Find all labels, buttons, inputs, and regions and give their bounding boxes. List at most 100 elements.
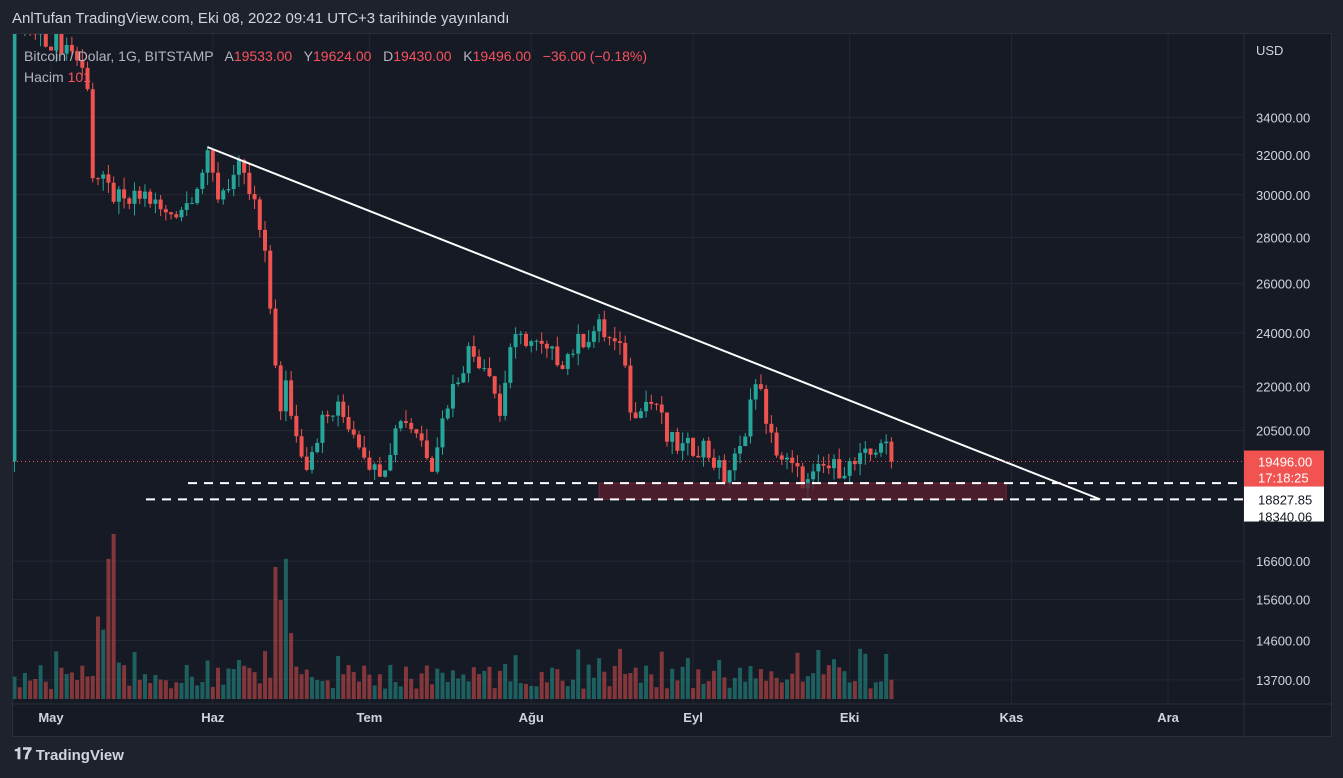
candle-body <box>842 475 847 479</box>
candle-body <box>529 341 534 346</box>
volume-bar <box>571 679 575 699</box>
candle-body <box>195 188 200 204</box>
candle-body <box>75 51 80 61</box>
candle-body <box>273 308 278 366</box>
candle-body <box>252 194 257 200</box>
volume-bar <box>456 678 461 699</box>
volume-bar <box>409 678 414 699</box>
y-tick-label: 26000.00 <box>1256 276 1310 291</box>
volume-bar <box>148 683 153 699</box>
candle-body <box>388 454 393 471</box>
volume-bar <box>753 678 758 699</box>
candle-body <box>210 150 215 173</box>
candle-body <box>795 463 800 467</box>
volume-bar <box>122 665 127 699</box>
volume-bar <box>680 666 685 699</box>
candle-body <box>649 401 654 404</box>
candle-body <box>800 466 805 489</box>
candle-body <box>738 446 743 454</box>
volume-bar <box>64 674 69 699</box>
symbol-name[interactable]: Bitcoin / Dolar, 1G, BITSTAMP <box>24 48 214 64</box>
volume-bar <box>95 616 100 699</box>
candle-body <box>116 189 121 202</box>
candle-body <box>419 433 424 441</box>
candle-body <box>638 411 643 419</box>
candle-body <box>450 383 455 409</box>
volume-bar <box>367 674 372 699</box>
publish-header: AnlTufan TradingView.com, Eki 08, 2022 0… <box>12 10 510 27</box>
volume-bar <box>158 679 163 699</box>
volume-bar <box>748 666 753 699</box>
volume-bar <box>210 687 215 699</box>
tradingview-logo[interactable]: 𝟏𝟕 TradingView <box>14 746 124 764</box>
candle-body <box>216 172 221 200</box>
volume-bar <box>466 681 471 699</box>
volume-bar <box>696 669 701 699</box>
volume-bar <box>779 682 784 699</box>
candle-body <box>758 384 763 389</box>
volume-bar <box>529 685 534 699</box>
price-chart[interactable]: USD 34000.00 32000.00 30000.00 28000.00 26000… <box>13 34 1333 738</box>
volume-bar <box>774 677 779 699</box>
volume-bar <box>560 680 565 699</box>
volume-bar <box>179 682 184 699</box>
volume-bar <box>659 651 664 699</box>
candle-body <box>821 463 826 466</box>
candle-body <box>409 422 414 430</box>
volume-bar <box>868 688 873 699</box>
volume-bar <box>49 689 53 699</box>
candle-body <box>184 203 189 210</box>
candle-body <box>299 436 304 457</box>
y-tick-label: 22000.00 <box>1256 380 1310 395</box>
volume-bar <box>878 681 883 699</box>
volume-bar <box>790 673 795 699</box>
volume-bar <box>826 665 831 699</box>
volume-bar <box>174 682 179 699</box>
chart-pane[interactable]: USD 34000.00 32000.00 30000.00 28000.00 26000… <box>12 33 1333 738</box>
candle-body <box>555 346 560 366</box>
candle-body <box>351 429 356 435</box>
volume-bar <box>414 688 419 699</box>
candle-body <box>550 346 555 349</box>
candle-body <box>294 415 299 437</box>
level-label: 18827.85 <box>1258 493 1312 508</box>
volume-bar <box>383 688 388 699</box>
candle-body <box>95 178 100 180</box>
candle-body <box>247 172 252 195</box>
volume-bar <box>205 660 210 699</box>
candle-body <box>565 354 570 369</box>
volume-bar <box>623 674 628 699</box>
volume-bar <box>231 668 236 699</box>
volume-bar <box>54 651 59 699</box>
candle-body <box>289 380 294 416</box>
candle-body <box>231 174 236 190</box>
candle-body <box>482 368 487 370</box>
candle-body <box>717 460 722 468</box>
candle-body <box>257 199 262 230</box>
candle-body <box>367 457 372 470</box>
volume-bar <box>38 665 43 699</box>
volume-bar <box>330 688 335 699</box>
x-tick-label: May <box>38 710 64 725</box>
candle-body <box>466 346 471 374</box>
candle-body <box>179 209 184 218</box>
volume-label: Hacim <box>24 69 64 85</box>
countdown-label: 17:18:25 <box>1258 471 1309 486</box>
volume-bar <box>263 651 268 699</box>
candle-body <box>445 408 450 419</box>
candle-body <box>884 441 889 444</box>
volume-bar <box>440 672 445 699</box>
volume-bar <box>591 677 596 699</box>
volume-bar <box>101 629 106 699</box>
volume-bar <box>837 667 842 699</box>
candle-body <box>169 212 174 215</box>
candle-body <box>811 471 816 480</box>
volume-value: 101 <box>67 69 91 85</box>
candle-body <box>106 174 111 183</box>
volume-bar <box>163 680 168 699</box>
candle-body <box>644 401 649 412</box>
volume-bar <box>805 676 810 699</box>
candle-body <box>832 459 836 469</box>
candle-body <box>534 340 539 342</box>
volume-bar <box>821 674 826 699</box>
